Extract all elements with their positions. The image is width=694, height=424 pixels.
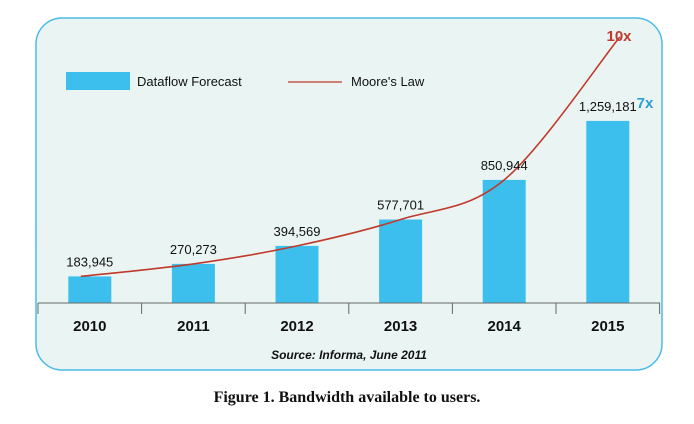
tick-label-2015: 2015: [591, 318, 624, 335]
tick-label-2011: 2011: [177, 318, 210, 335]
bar-2010: [68, 276, 112, 303]
moores-law-line: [80, 36, 621, 278]
x-axis-tick-labels: 2010 2011 2012 2013 2014 2015: [73, 318, 624, 335]
bar-2013: [379, 219, 423, 303]
data-label-2013: 577,701: [377, 198, 424, 213]
data-label-2011: 270,273: [170, 242, 217, 257]
legend-swatch-dataflow: [66, 72, 130, 90]
tick-label-2013: 2013: [384, 318, 417, 335]
figure-caption: Figure 1. Bandwidth available to users.: [213, 389, 481, 406]
data-label-2010: 183,945: [66, 254, 113, 269]
chart-source: Source: Informa, June 2011: [271, 348, 427, 362]
bar-data-labels: 183,945 270,273 394,569 577,701 850,944 1,259…: [66, 99, 637, 269]
annotation-7x: 7x: [637, 95, 654, 112]
x-axis-ticks: [37, 303, 661, 314]
chart-panel: [35, 17, 663, 371]
data-label-2015: 1,259,181: [579, 99, 637, 114]
data-label-2014: 850,944: [481, 158, 528, 173]
bar-2014: [482, 179, 526, 303]
bar-2012: [275, 245, 319, 303]
tick-label-2014: 2014: [488, 318, 522, 335]
tick-label-2012: 2012: [280, 318, 313, 335]
bar-2011: [171, 263, 215, 303]
bar-2015: [586, 120, 630, 304]
tick-label-2010: 2010: [73, 318, 106, 335]
data-label-2012: 394,569: [274, 224, 321, 239]
legend-label-dataflow: Dataflow Forecast: [137, 74, 242, 89]
legend: Dataflow Forecast Moore's Law: [66, 72, 425, 90]
legend-label-moores-law: Moore's Law: [351, 74, 425, 89]
annotation-10x: 10x: [606, 28, 632, 45]
bar-series: [68, 120, 630, 304]
